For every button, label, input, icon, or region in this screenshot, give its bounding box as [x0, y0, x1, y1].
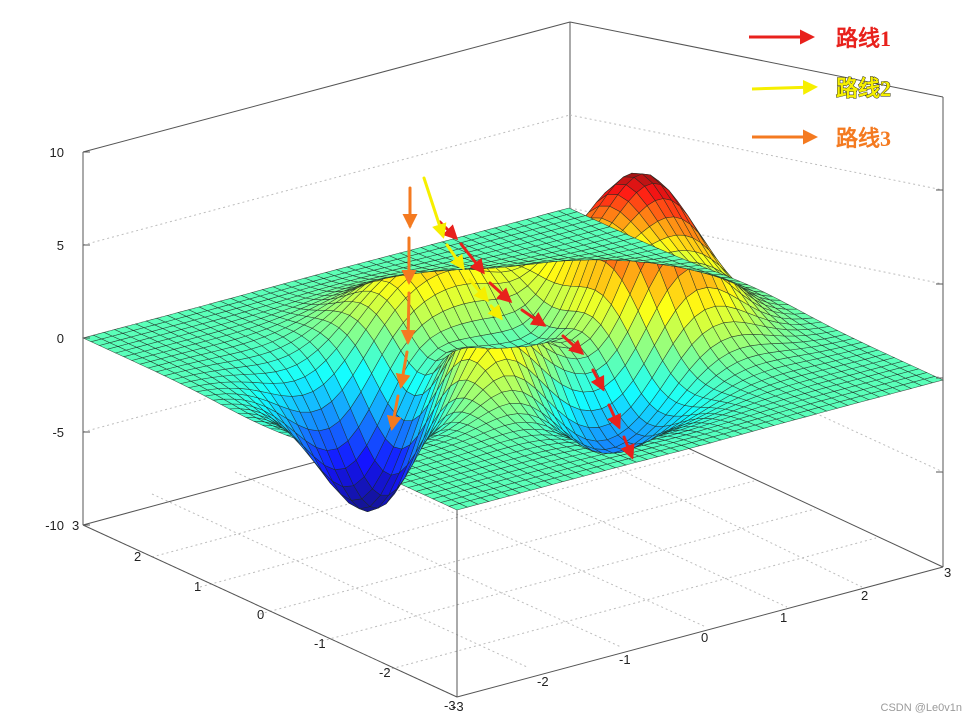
y-tick-label: 2	[861, 588, 868, 603]
legend-label: 路线1	[836, 26, 891, 51]
z-tick-label: -5	[52, 425, 64, 440]
z-tick-marks	[83, 151, 943, 526]
y-tick-label: 3	[944, 565, 951, 580]
y-tick-label: -2	[537, 674, 549, 689]
z-tick-label: -10	[45, 518, 64, 533]
route-3-path	[386, 186, 418, 431]
x-tick-label: 2	[134, 549, 141, 564]
route-1-path	[438, 220, 635, 460]
axes-box-front	[82, 510, 944, 698]
y-tick-label: 1	[780, 610, 787, 625]
y-axis-tick-labels: -3 -2 -1 0 1 2 3	[452, 565, 951, 714]
surface-patch	[557, 207, 578, 215]
legend-item-route-1: 路线1	[749, 26, 891, 51]
surface-mesh	[82, 172, 944, 512]
x-tick-label: 3	[72, 518, 79, 533]
legend-label: 路线2	[836, 76, 891, 101]
legend-item-route-2: 路线2	[751, 76, 891, 101]
route-2-path	[422, 176, 503, 321]
x-tick-label: 0	[257, 607, 264, 622]
z-tick-label: 10	[50, 145, 64, 160]
legend-label: 路线3	[836, 126, 891, 151]
x-tick-label: -3	[444, 698, 456, 713]
z-tick-label: 0	[57, 331, 64, 346]
y-tick-label: -3	[452, 699, 464, 714]
legend-arrow-icon	[751, 79, 818, 95]
x-axis-tick-labels: 3 2 1 0 -1 -2 -3	[72, 518, 456, 713]
x-tick-label: -1	[314, 636, 326, 651]
route-arrows	[386, 176, 635, 460]
watermark: CSDN @Le0v1n	[880, 702, 962, 714]
z-axis-tick-labels: 10 5 0 -5 -10	[45, 145, 64, 533]
z-tick-label: 5	[57, 238, 64, 253]
legend: 路线1 路线2 路线3	[749, 26, 891, 151]
legend-item-route-3: 路线3	[752, 126, 891, 151]
x-tick-label: 1	[194, 579, 201, 594]
y-tick-label: -1	[619, 652, 631, 667]
x-tick-label: -2	[379, 665, 391, 680]
y-tick-label: 0	[701, 630, 708, 645]
